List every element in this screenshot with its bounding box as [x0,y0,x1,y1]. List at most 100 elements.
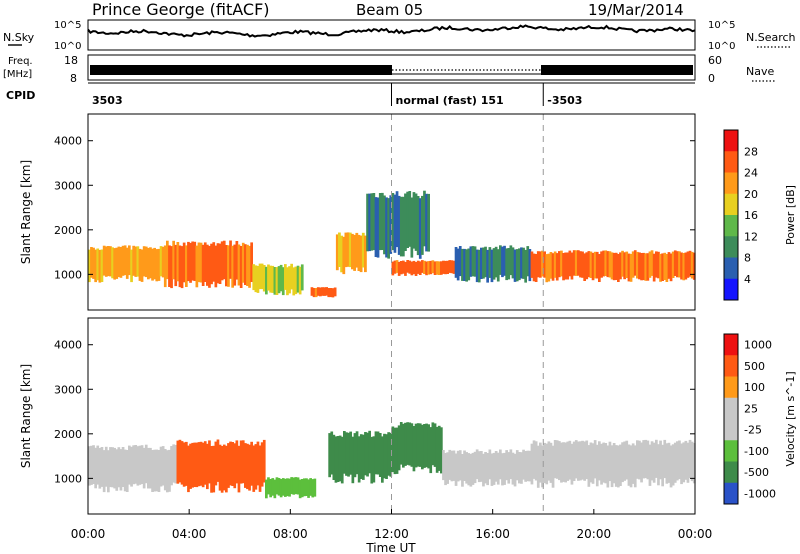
data-cell [633,250,637,276]
data-cell [621,250,624,277]
data-cell [252,445,256,492]
data-cell [433,261,437,275]
colorbar-tick-label: 28 [744,145,758,158]
colorbar-frame [723,333,739,505]
data-cell [406,422,409,465]
data-cell [600,443,603,485]
data-cell [298,479,302,499]
data-cell [418,261,422,275]
data-cell [480,247,483,279]
data-cell [370,436,374,484]
data-cell [423,260,426,274]
data-cell [132,245,135,276]
data-cell [456,248,460,281]
data-cell [520,247,523,279]
data-cell [395,427,399,474]
data-cell [92,247,95,279]
data-cell [214,245,218,288]
data-cell [248,444,251,491]
data-cell [260,263,264,290]
data-cell [636,251,639,279]
data-cell [250,242,253,282]
data-cell [680,443,683,485]
data-cell [640,442,643,483]
data-cell [648,251,652,278]
data-cell [107,450,110,493]
colorbar-cell [724,334,738,356]
data-cell [404,422,407,466]
colorbar-cell [724,257,738,280]
frequency-panel: Freq. [MHz] 18 8 60 0 Nave [3,54,776,85]
data-cell [444,260,447,275]
data-cell [336,436,340,482]
data-cell [128,445,131,485]
data-cell [690,441,694,482]
data-cell [543,251,546,278]
data-cell [323,287,326,296]
y-tick-label: 1000 [54,268,82,281]
colorbar-cell [724,278,738,301]
data-cell [96,248,100,281]
data-cell [414,423,418,468]
colorbar-tick-label: 16 [744,209,758,222]
data-cell [399,422,403,465]
data-cell [655,439,658,478]
data-cell [134,445,138,484]
beam-title: Beam 05 [356,1,423,19]
data-cell [267,264,270,291]
data-cell [650,250,654,276]
colorbar-tick-label: -1000 [744,487,776,500]
data-cell [469,453,473,487]
data-cell [595,444,599,487]
data-cell [570,443,574,485]
nave-label: Nave [746,65,774,78]
data-cell [275,267,279,295]
colorbar-tick-label: 12 [744,230,758,243]
data-cell [617,254,620,282]
colorbar-cell [724,193,738,216]
data-cell [444,453,447,486]
data-cell [560,250,563,277]
data-cell [334,436,338,483]
data-cell [281,267,285,296]
data-cell [555,253,559,281]
data-cell [692,252,696,280]
y-tick-label: 3000 [54,179,82,192]
colorbar-tick-label: 24 [744,167,758,180]
data-cell [640,253,643,281]
data-cell [153,449,156,492]
date-title: 19/Mar/2014 [588,1,684,19]
data-cell [151,450,154,492]
colorbar-cell [724,461,738,484]
data-cell [667,442,671,483]
data-cell [220,446,224,493]
data-cell [608,251,612,278]
data-cell [442,260,445,274]
data-cell [389,195,393,254]
data-cell [332,434,336,480]
data-cell [125,247,129,279]
data-cell [136,446,140,486]
data-cell [657,444,660,486]
data-cell [429,260,433,275]
data-cell [536,445,540,488]
colorbar-cell [724,355,738,377]
data-cell [503,452,506,485]
power-marks [88,190,696,298]
data-cell [543,442,546,484]
data-cell [553,251,557,278]
data-cell [598,254,601,282]
data-cell [343,431,346,474]
data-cell [345,432,348,476]
data-cell [431,422,435,466]
data-cell [159,446,163,487]
data-cell [277,266,281,294]
data-cell [610,445,614,488]
data-cell [534,254,538,282]
data-cell [663,252,667,280]
data-cell [92,445,95,484]
y-tick-label: 2000 [54,224,82,237]
noise-left-tick-hi: 10^5 [54,20,81,31]
data-cell [153,247,156,280]
data-cell [104,446,108,487]
